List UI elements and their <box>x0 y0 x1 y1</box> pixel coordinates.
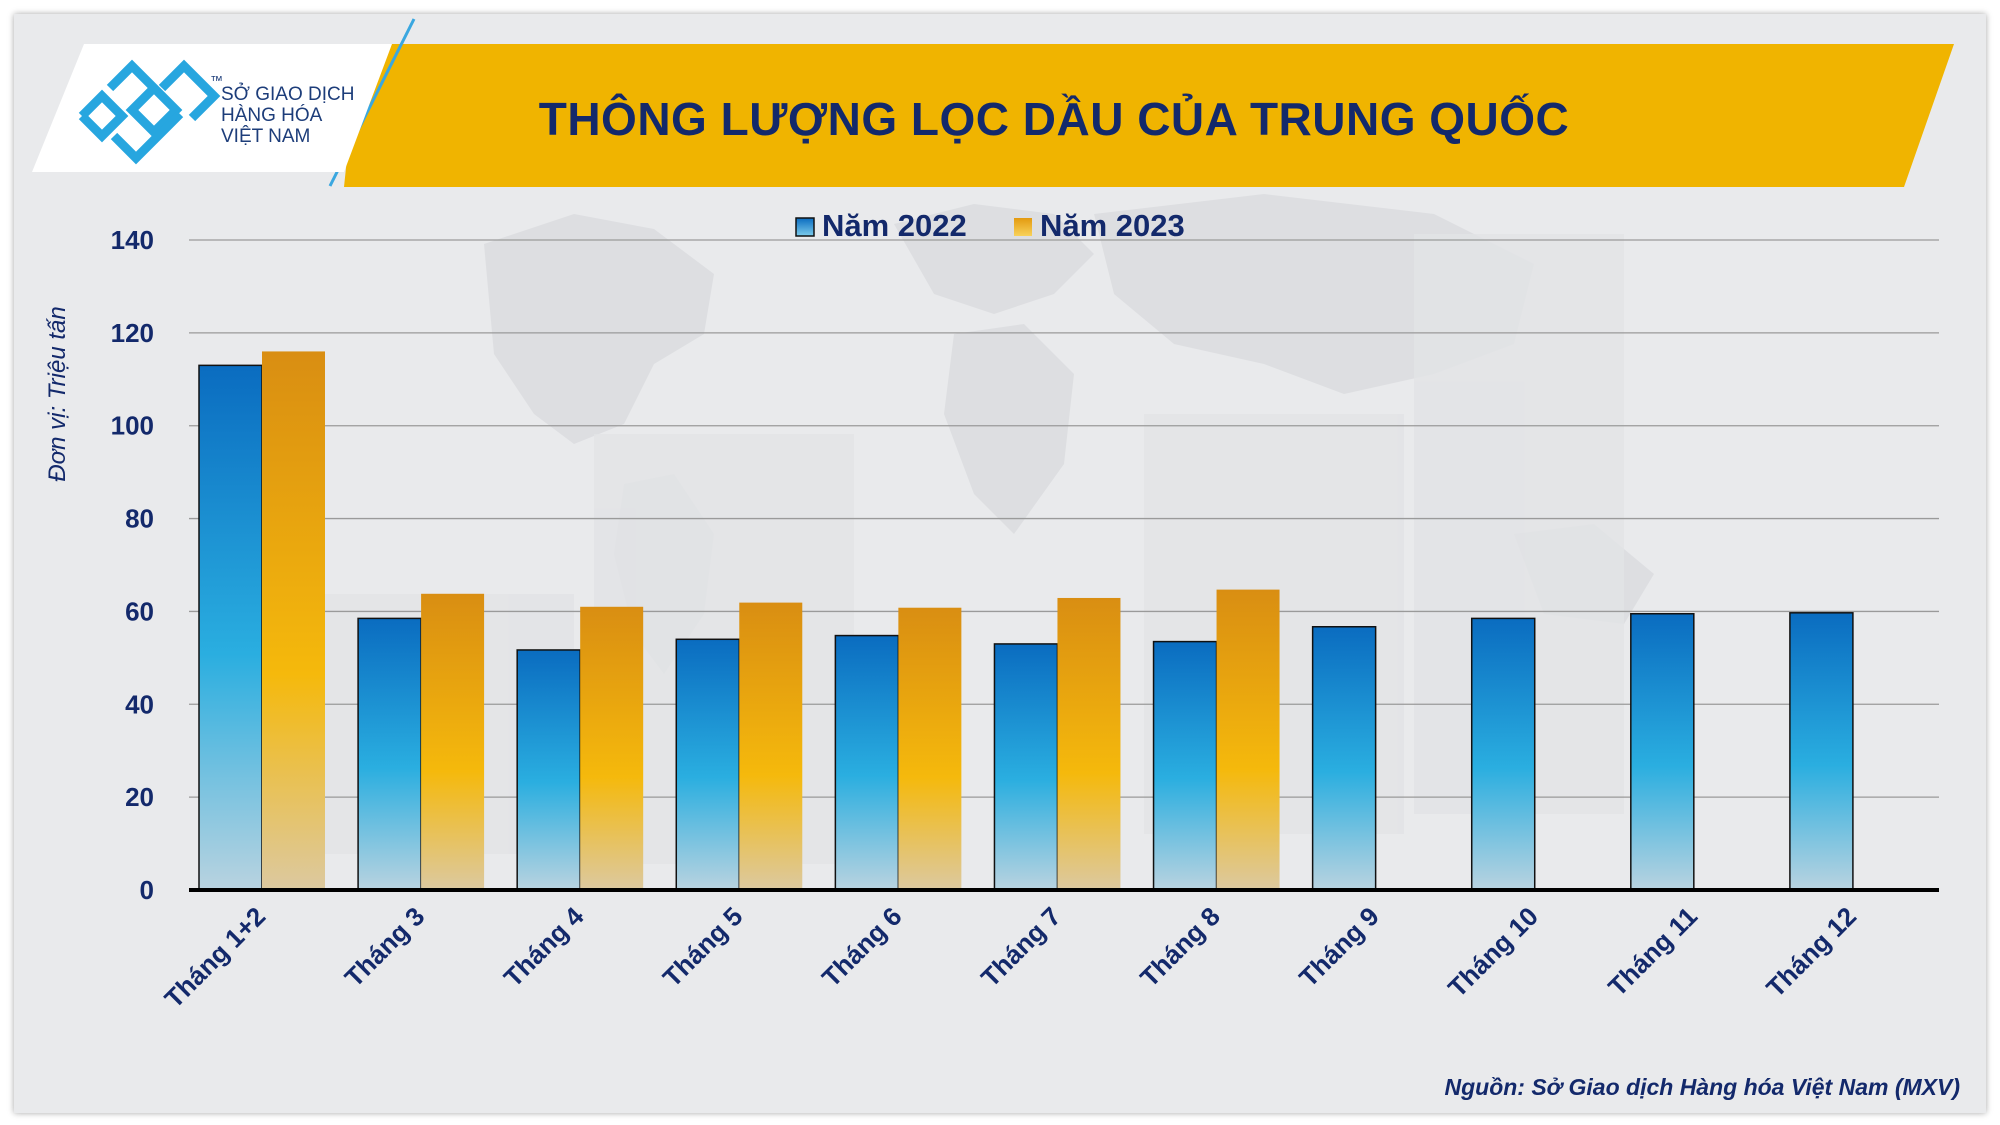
logo-line-1: SỞ GIAO DỊCH <box>221 84 355 105</box>
x-tick-label: Tháng 3 <box>339 901 431 993</box>
y-tick-label: 40 <box>125 689 154 719</box>
bar-2023 <box>262 351 325 890</box>
y-axis-label: Đơn vị: Triệu tấn <box>44 306 71 482</box>
bar-2022 <box>1470 617 1536 891</box>
legend-swatch-2022 <box>795 217 815 237</box>
bar-2023 <box>898 607 962 890</box>
bar-2022 <box>357 617 422 891</box>
bar-2022 <box>198 364 263 891</box>
x-tick-label: Tháng 12 <box>1760 901 1862 1003</box>
y-tick-label: 80 <box>125 504 154 534</box>
x-tick-label: Tháng 11 <box>1602 901 1703 1002</box>
bar-2022 <box>834 634 900 891</box>
source-note: Nguồn: Sở Giao dịch Hàng hóa Việt Nam (M… <box>1444 1074 1960 1100</box>
y-tick-label: 60 <box>125 596 154 626</box>
x-tick-labels: Tháng 1+2 Tháng 3 Tháng 4 Tháng 5 Tháng 6 Thá… <box>159 901 1863 1014</box>
bar-2023 <box>580 606 644 890</box>
legend-label-2022: Năm 2022 <box>822 208 967 243</box>
x-tick-label: Tháng 7 <box>975 901 1067 993</box>
x-tick-label: Tháng 6 <box>816 901 908 993</box>
logo-line-3: VIỆT NAM <box>221 126 311 147</box>
legend: Năm 2022 Năm 2023 <box>795 208 1185 243</box>
y-tick-labels: 0 20 40 60 80 100 120 140 <box>111 225 154 905</box>
bar-2022 <box>1630 613 1695 891</box>
bar-2023 <box>739 602 803 890</box>
logo: ™ SỞ GIAO DỊCH HÀNG HÓA VIỆT NAM <box>14 14 1986 194</box>
logo-line-2: HÀNG HÓA <box>221 105 323 126</box>
bar-2023 <box>421 593 485 890</box>
y-tick-label: 0 <box>140 875 154 905</box>
bar-2022 <box>675 638 741 891</box>
y-tick-label: 120 <box>111 318 154 348</box>
x-tick-label: Tháng 5 <box>657 901 749 993</box>
x-tick-label: Tháng 1+2 <box>159 901 272 1014</box>
legend-swatch-2023 <box>1014 218 1032 236</box>
chart-page: ™ SỞ GIAO DỊCH HÀNG HÓA VIỆT NAM THÔNG L… <box>14 14 1986 1113</box>
bar-2022 <box>1152 640 1218 891</box>
y-tick-label: 100 <box>111 411 154 441</box>
bar-2023 <box>1216 589 1280 890</box>
x-tick-label: Tháng 9 <box>1293 901 1385 993</box>
legend-label-2023: Năm 2023 <box>1040 208 1185 243</box>
bar-2022 <box>516 649 581 891</box>
bar-2022 <box>993 643 1059 891</box>
bar-2023 <box>1057 597 1121 890</box>
logo-mark-icon <box>78 59 221 165</box>
y-tick-label: 20 <box>125 782 154 812</box>
logo-tm: ™ <box>210 73 223 88</box>
bar-2022 <box>1789 612 1854 891</box>
x-tick-label: Tháng 8 <box>1134 901 1226 993</box>
chart-title: THÔNG LƯỢNG LỌC DẦU CỦA TRUNG QUỐC <box>538 93 1570 145</box>
title-banner-shape <box>344 44 1954 187</box>
bars <box>198 351 1854 891</box>
bar-2022 <box>1311 626 1377 891</box>
x-tick-label: Tháng 10 <box>1442 901 1544 1003</box>
x-tick-label: Tháng 4 <box>498 901 590 993</box>
y-tick-label: 140 <box>111 225 154 255</box>
